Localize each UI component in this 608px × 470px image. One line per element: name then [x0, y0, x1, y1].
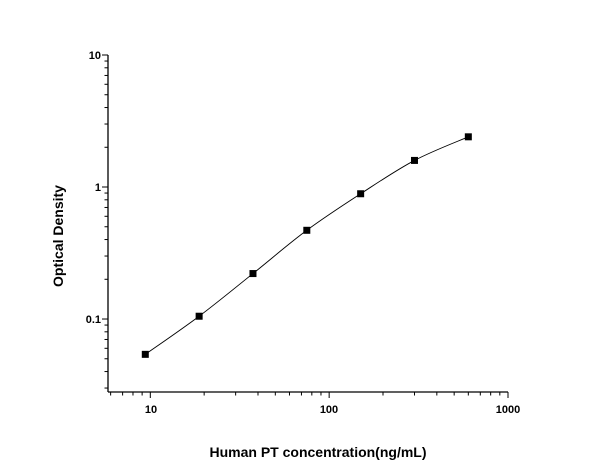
y-tick-label: 1 — [95, 182, 101, 194]
data-point — [357, 190, 365, 198]
data-point — [249, 270, 257, 278]
data-point — [141, 350, 149, 358]
x-tick-label: 1000 — [496, 404, 520, 416]
y-axis-title: Optical Density — [50, 185, 66, 287]
x-tick-label: 100 — [320, 404, 338, 416]
data-point — [410, 156, 418, 164]
x-tick-label: 10 — [145, 404, 157, 416]
data-point — [464, 133, 472, 141]
ticks — [102, 54, 509, 398]
data-point — [303, 226, 311, 234]
axes — [107, 55, 508, 393]
tick-labels: 10 100 1000 0.1 1 10 — [86, 50, 521, 416]
data-point — [195, 312, 203, 320]
x-axis-title: Human PT concentration(ng/mL) — [210, 444, 427, 460]
y-tick-label: 10 — [89, 50, 101, 62]
data-points — [141, 133, 472, 358]
y-tick-label: 0.1 — [86, 314, 101, 326]
fitted-curve — [145, 136, 469, 355]
